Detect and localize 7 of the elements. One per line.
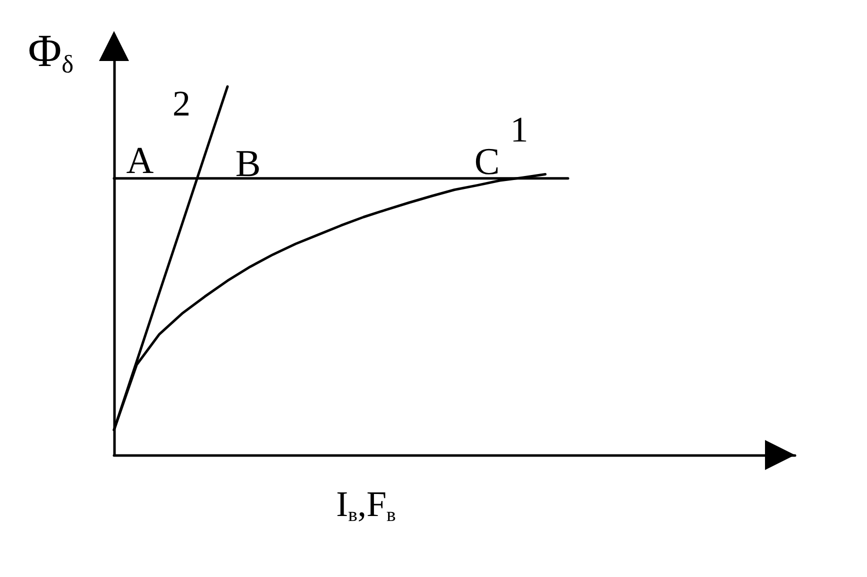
series-label: 2 [172, 84, 190, 124]
annotation: B [235, 143, 261, 185]
annotation: C [474, 141, 500, 183]
x-axis-title: I$_{в}$,F$_{в}$ [336, 484, 396, 526]
y-axis-title: Φ$_{δ}$ [28, 25, 74, 78]
series-label: 1 [510, 109, 528, 150]
annotation: A [126, 140, 154, 182]
